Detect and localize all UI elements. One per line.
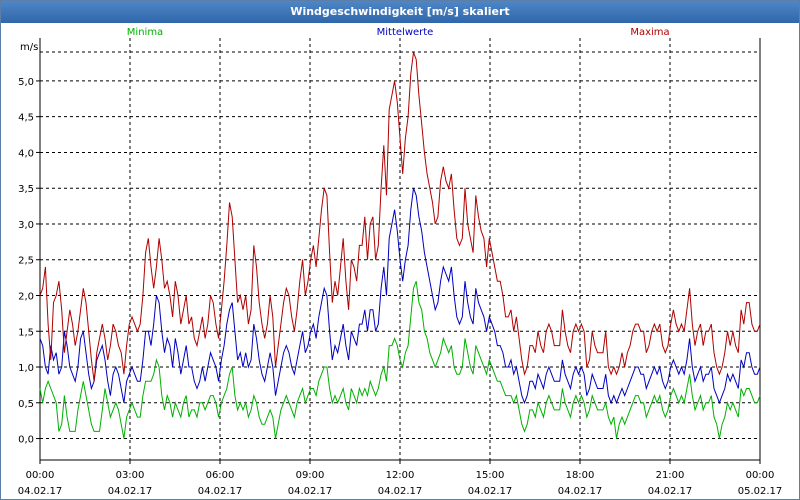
x-tick-time: 15:00 — [476, 470, 505, 481]
y-tick-label: 4,0 — [18, 148, 34, 159]
x-tick-time: 03:00 — [116, 470, 145, 481]
y-tick-label: 0,5 — [18, 399, 34, 410]
x-tick-time: 09:00 — [296, 470, 325, 481]
tick-labels: 0,0 0,5 1,0 1,5 2,0 2,5 3,0 3,5 4,0 4,5 5,0 00:00 04… — [18, 42, 783, 497]
y-tick-label: 2,5 — [18, 256, 34, 267]
axes — [36, 38, 761, 464]
x-tick-date: 04.02.17 — [288, 486, 333, 497]
y-tick-label: 2,0 — [18, 291, 34, 302]
y-tick-label: 5,0 — [18, 77, 34, 88]
series-line-mittelwerte — [39, 188, 761, 405]
x-tick-date: 04.02.17 — [468, 486, 513, 497]
window-title: Windgeschwindigkeit [m/s] skaliert — [1, 1, 799, 23]
x-tick-time: 12:00 — [386, 470, 415, 481]
legend-entry-mittelwerte: Mittelwerte — [377, 27, 434, 38]
x-tick-time: 18:00 — [566, 470, 595, 481]
grid — [40, 38, 760, 460]
legend: Minima Mittelwerte Maxima — [127, 27, 670, 38]
series-line-maxima — [39, 52, 761, 382]
series-lines — [39, 52, 761, 439]
x-tick-time: 06:00 — [206, 470, 235, 481]
x-tick-date: 04.02.17 — [558, 486, 603, 497]
y-tick-label: 4,5 — [18, 113, 34, 124]
x-tick-date: 04.02.17 — [198, 486, 243, 497]
x-tick-date: 04.02.17 — [108, 486, 153, 497]
y-tick-label: 1,0 — [18, 363, 34, 374]
y-tick-label: 1,5 — [18, 327, 34, 338]
x-tick-date: 04.02.17 — [378, 486, 423, 497]
series-line-minima — [39, 281, 761, 439]
legend-entry-minima: Minima — [127, 27, 163, 38]
x-tick-date: 05.02.17 — [738, 486, 783, 497]
x-tick-date: 04.02.17 — [18, 486, 63, 497]
y-tick-label: 0,0 — [18, 435, 34, 446]
y-axis-label: m/s — [20, 42, 38, 53]
legend-entry-maxima: Maxima — [630, 27, 669, 38]
x-tick-time: 00:00 — [746, 470, 775, 481]
x-tick-time: 21:00 — [656, 470, 685, 481]
y-tick-label: 3,0 — [18, 220, 34, 231]
x-tick-time: 00:00 — [26, 470, 55, 481]
x-tick-date: 04.02.17 — [648, 486, 693, 497]
y-tick-label: 3,5 — [18, 184, 34, 195]
